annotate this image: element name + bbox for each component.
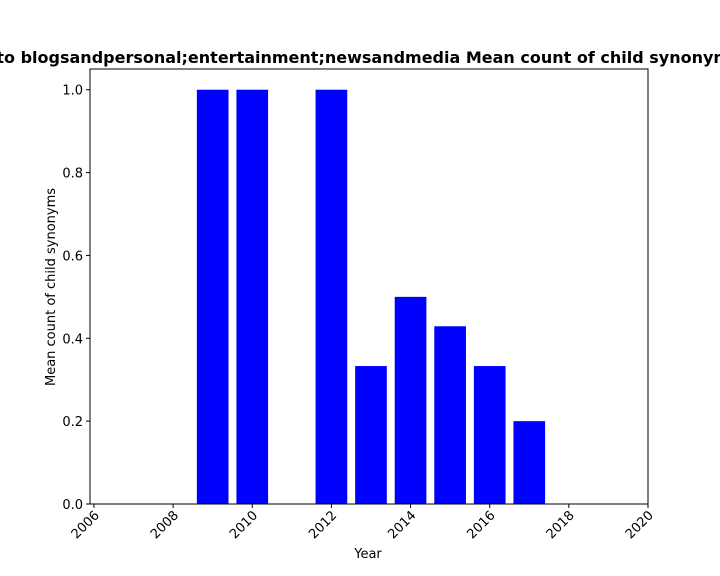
bar-2012: [315, 89, 348, 504]
y-tick-label: 0.6: [62, 249, 83, 264]
x-tick-label: 2014: [385, 508, 419, 542]
x-tick-label: 2008: [148, 508, 182, 542]
bar-2016: [473, 366, 506, 504]
bar-2013: [355, 366, 387, 504]
x-tick-label: 2010: [227, 508, 261, 542]
bar-2010: [236, 89, 269, 504]
x-tick-label: 2012: [306, 508, 340, 542]
bar-2009: [196, 89, 229, 504]
x-axis: 2006 2008 2010 2012 2014 2016 2018 2020: [69, 504, 657, 542]
y-axis-label: Mean count of child synonyms: [44, 188, 59, 386]
x-tick-label: 2016: [465, 508, 499, 542]
plot-frame: [89, 68, 649, 505]
y-tick-label: 1.0: [62, 84, 83, 99]
bar-2015: [434, 326, 466, 504]
bar-2017: [513, 421, 546, 504]
y-tick-label: 0.0: [62, 498, 83, 513]
y-axis: 0.0 0.2 0.4 0.6 0.8 1.0: [62, 84, 90, 513]
y-tick-label: 0.8: [62, 167, 83, 182]
y-tick-label: 0.2: [62, 415, 83, 430]
chart-title: to blogsandpersonal;entertainment;newsan…: [0, 48, 720, 67]
x-tick-label: 2018: [544, 508, 578, 542]
x-axis-label: Year: [353, 547, 382, 562]
x-tick-label: 2006: [69, 508, 103, 542]
x-tick-label: 2020: [623, 508, 657, 542]
y-tick-label: 0.4: [62, 332, 83, 347]
bar-2014: [394, 296, 427, 504]
bars-group: [196, 89, 546, 504]
